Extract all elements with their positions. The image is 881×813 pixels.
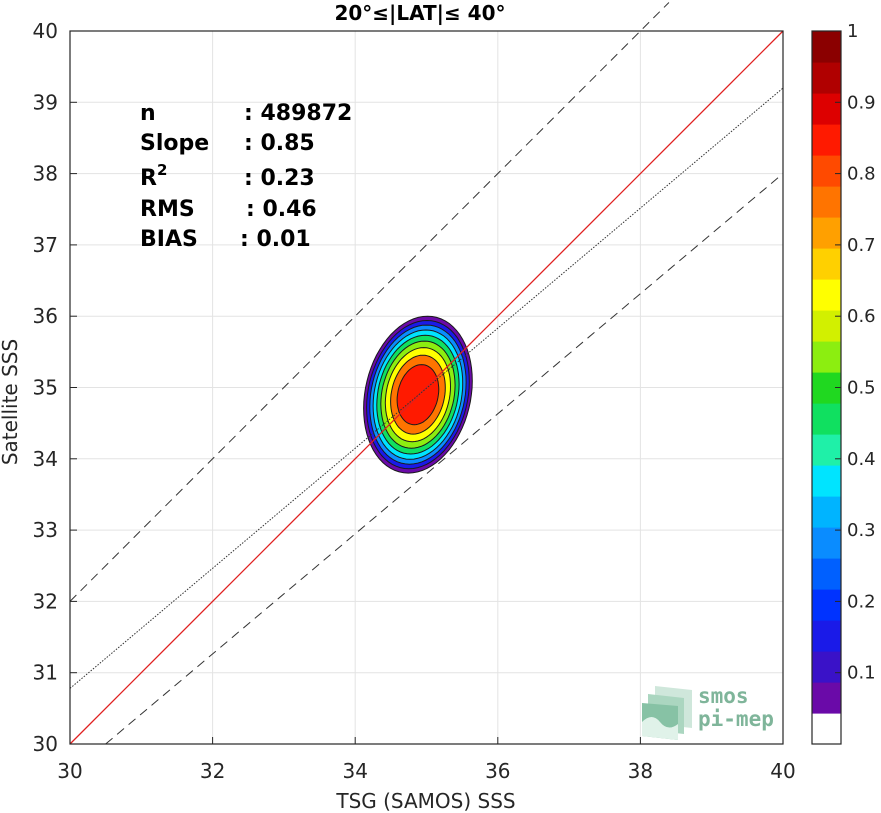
colorbar-segment (812, 527, 841, 559)
contour-level-9 (396, 364, 440, 426)
colorbar-segment (812, 279, 841, 311)
smos-pimep-logo: smos pi-mep (642, 684, 774, 740)
density-contours (363, 315, 473, 474)
statistics-box: n : 489872 Slope : 0.85 R2 : 0.23 RMS : … (140, 101, 352, 252)
colorbar-segment (812, 465, 841, 497)
colorbar-segment (812, 93, 841, 125)
stat-rms-label: RMS (140, 197, 195, 222)
colorbar-tick-label: 0.1 (847, 663, 876, 684)
colorbar-segment (812, 496, 841, 528)
colorbar-segment (812, 155, 841, 187)
y-tick-label: 38 (33, 162, 58, 186)
colorbar-segment (812, 31, 841, 63)
colorbar-ticks: 0.1 0.2 0.3 0.4 0.5 0.6 0.7 0.8 0.9 1 (835, 21, 876, 684)
minus-bound-line (105, 173, 784, 745)
colorbar-segment (812, 651, 841, 683)
stat-n-label: n (140, 101, 156, 126)
colorbar-tick-label: 0.5 (847, 378, 876, 399)
y-tick-label: 40 (33, 19, 58, 43)
logo-waves-icon (642, 686, 692, 740)
colorbar-segment (812, 620, 841, 652)
stat-r2-superscript: 2 (157, 161, 167, 179)
colorbar-tick-label: 0.4 (847, 449, 876, 470)
x-tick-label: 38 (628, 759, 653, 783)
x-tick-label: 32 (200, 759, 225, 783)
y-tick-label: 37 (33, 233, 58, 257)
y-tick-label: 33 (33, 518, 58, 542)
y-tick-label: 36 (33, 304, 58, 328)
logo-text-pimep: pi-mep (698, 707, 774, 731)
stat-slope-label: Slope (140, 131, 209, 156)
colorbar-segment (812, 341, 841, 373)
regression-line (69, 87, 784, 689)
stat-bias-value: : 0.01 (240, 227, 311, 252)
logo-text-smos: smos (698, 684, 749, 708)
stat-bias-label: BIAS (140, 227, 198, 252)
colorbar-segment (812, 434, 841, 466)
chart-title: 20°≤|LAT|≤ 40° (334, 1, 505, 25)
x-tick-label: 30 (57, 759, 82, 783)
y-axis-ticks: 30 31 32 33 34 35 36 37 38 39 40 (33, 19, 77, 756)
colorbar-tick-label: 0.8 (847, 164, 876, 185)
x-axis-label: TSG (SAMOS) SSS (335, 789, 515, 813)
y-axis-label: Satellite SSS (0, 339, 22, 465)
colorbar-segment (812, 186, 841, 218)
x-tick-label: 36 (485, 759, 510, 783)
stat-r2-value: : 0.23 (244, 166, 315, 191)
y-tick-label: 39 (33, 90, 58, 114)
colorbar-tick-label: 1 (847, 21, 858, 42)
stat-r2-label: R2 (140, 161, 167, 191)
colorbar (812, 31, 841, 745)
colorbar-tick-label: 0.7 (847, 235, 876, 256)
y-tick-label: 34 (33, 447, 58, 471)
stat-slope-value: : 0.85 (244, 131, 315, 156)
y-tick-label: 30 (33, 732, 58, 756)
colorbar-segment (812, 403, 841, 435)
colorbar-segment (812, 558, 841, 590)
colorbar-segment (812, 124, 841, 156)
x-axis-ticks: 30 32 34 36 38 40 (57, 737, 796, 783)
colorbar-tick-label: 0.9 (847, 92, 876, 113)
colorbar-tick-label: 0.6 (847, 306, 876, 327)
plus-bound-line (69, 2, 670, 602)
x-tick-label: 34 (342, 759, 367, 783)
colorbar-segment (812, 589, 841, 621)
stat-n-value: : 489872 (244, 101, 352, 126)
colorbar-segment (812, 217, 841, 249)
x-tick-label: 40 (770, 759, 795, 783)
one-to-one-line (69, 30, 784, 745)
reference-lines (69, 2, 784, 745)
stat-rms-value: : 0.46 (246, 197, 317, 222)
stat-r2-base: R (140, 166, 157, 191)
y-tick-label: 31 (33, 661, 58, 685)
colorbar-segment (812, 713, 841, 745)
colorbar-segment (812, 310, 841, 342)
colorbar-tick-label: 0.2 (847, 591, 876, 612)
colorbar-segment (812, 62, 841, 94)
y-tick-label: 32 (33, 589, 58, 613)
colorbar-tick-label: 0.3 (847, 520, 876, 541)
y-tick-label: 35 (33, 376, 58, 400)
colorbar-segment (812, 682, 841, 714)
colorbar-segment (812, 248, 841, 280)
